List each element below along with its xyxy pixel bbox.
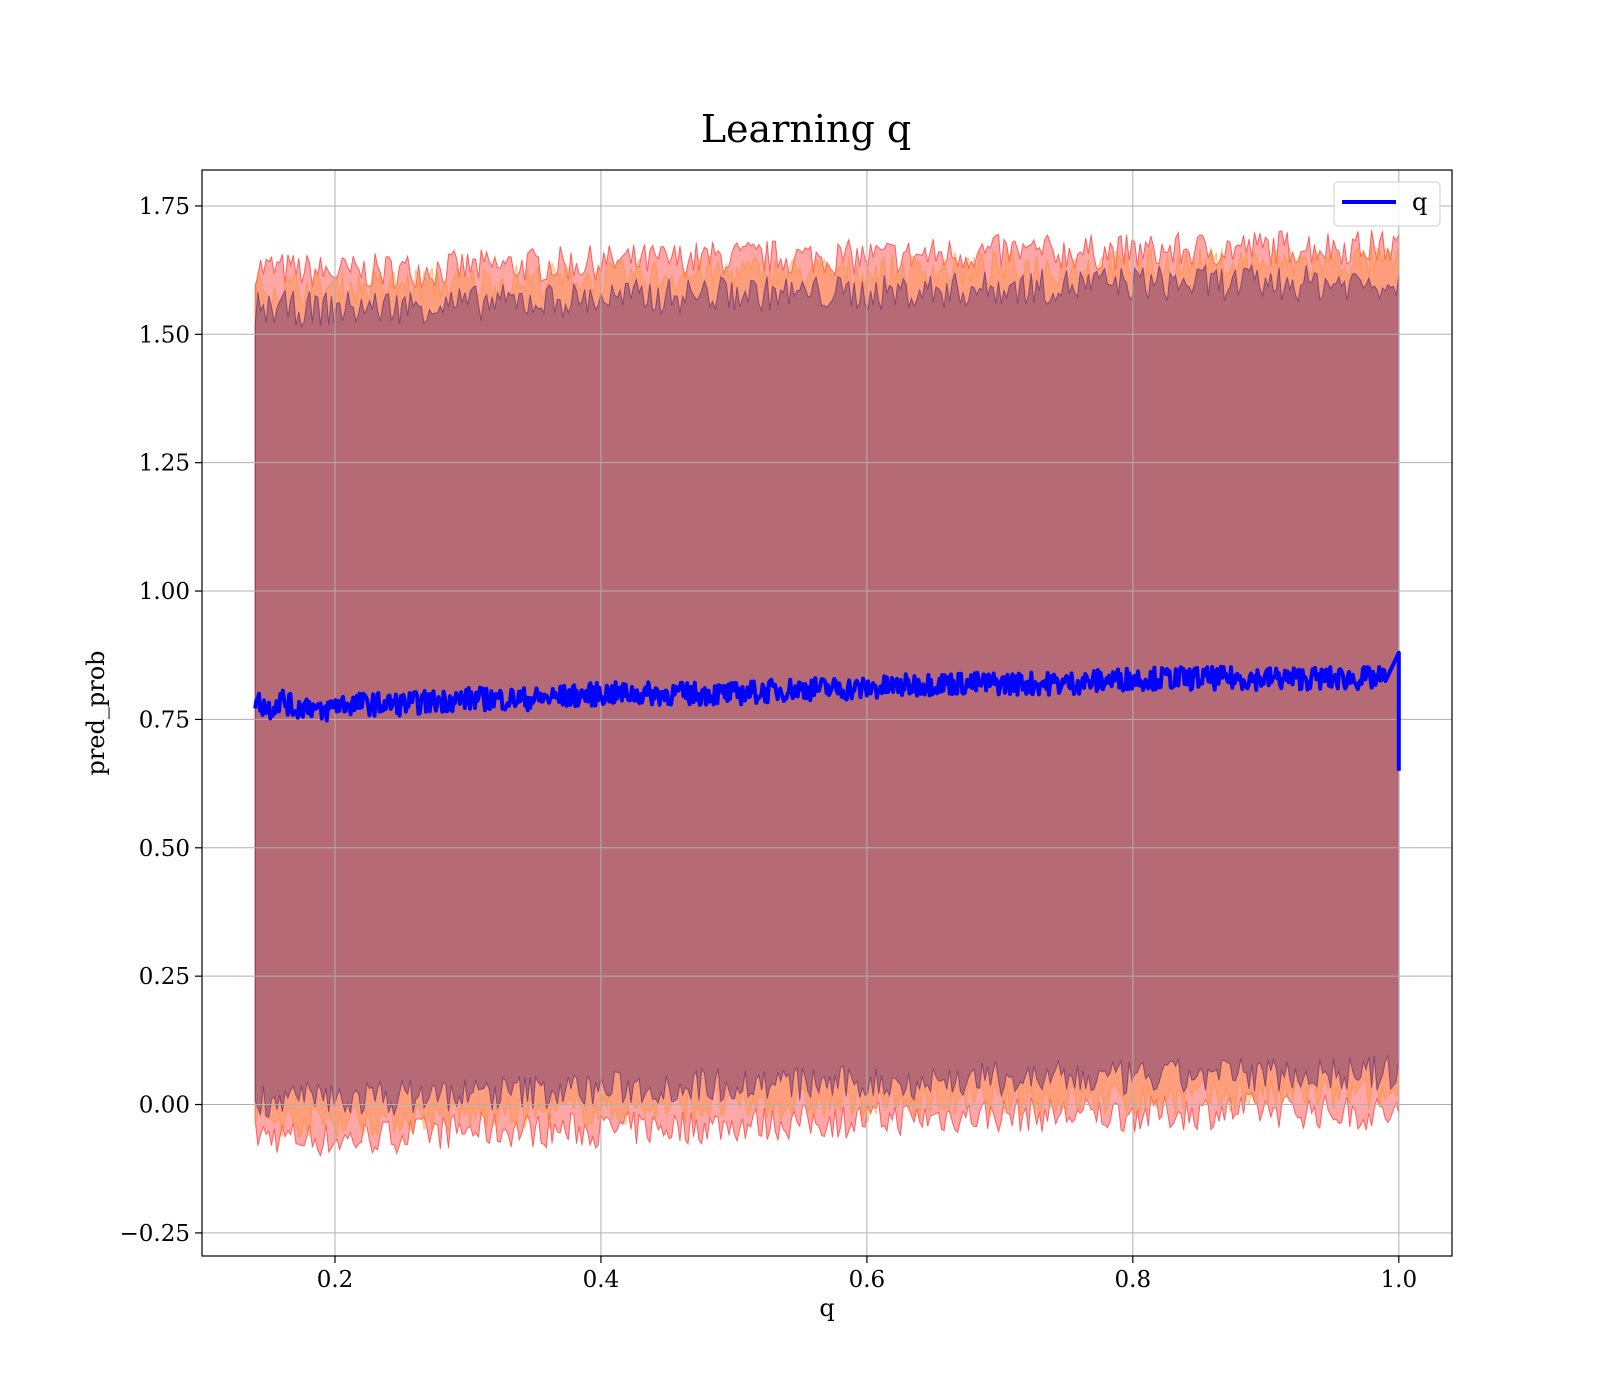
y-axis-label: pred_prob — [82, 650, 110, 775]
x-tick-label: 0.6 — [849, 1267, 886, 1293]
y-tick-label: 0.00 — [139, 1093, 190, 1119]
x-tick-label: 0.4 — [583, 1267, 620, 1293]
x-tick-label: 0.8 — [1115, 1267, 1152, 1293]
plot-frame — [201, 169, 1453, 1257]
y-tick-label: 0.50 — [139, 836, 190, 862]
axis-ticks: 0.2 0.4 0.6 0.8 1.0 −0.25 0.00 0.25 0.50 0.75 1.00… — [120, 194, 1418, 1293]
grid — [202, 170, 1452, 1256]
x-tick-label: 1.0 — [1381, 1267, 1418, 1293]
legend-label-q: q — [1412, 188, 1427, 216]
y-tick-label: 1.75 — [139, 194, 190, 220]
y-tick-label: −0.25 — [120, 1221, 190, 1247]
legend: q — [1333, 181, 1441, 227]
y-tick-label: 1.50 — [139, 322, 190, 348]
chart-title: Learning q — [701, 107, 911, 151]
x-tick-label: 0.2 — [317, 1267, 354, 1293]
y-tick-label: 0.25 — [139, 964, 190, 990]
y-tick-label: 0.75 — [139, 707, 190, 733]
series-lines — [253, 650, 1401, 771]
x-axis-label: q — [819, 1294, 834, 1322]
y-tick-label: 1.25 — [139, 451, 190, 477]
y-tick-label: 1.00 — [139, 579, 190, 605]
series-line-q — [253, 650, 1401, 771]
